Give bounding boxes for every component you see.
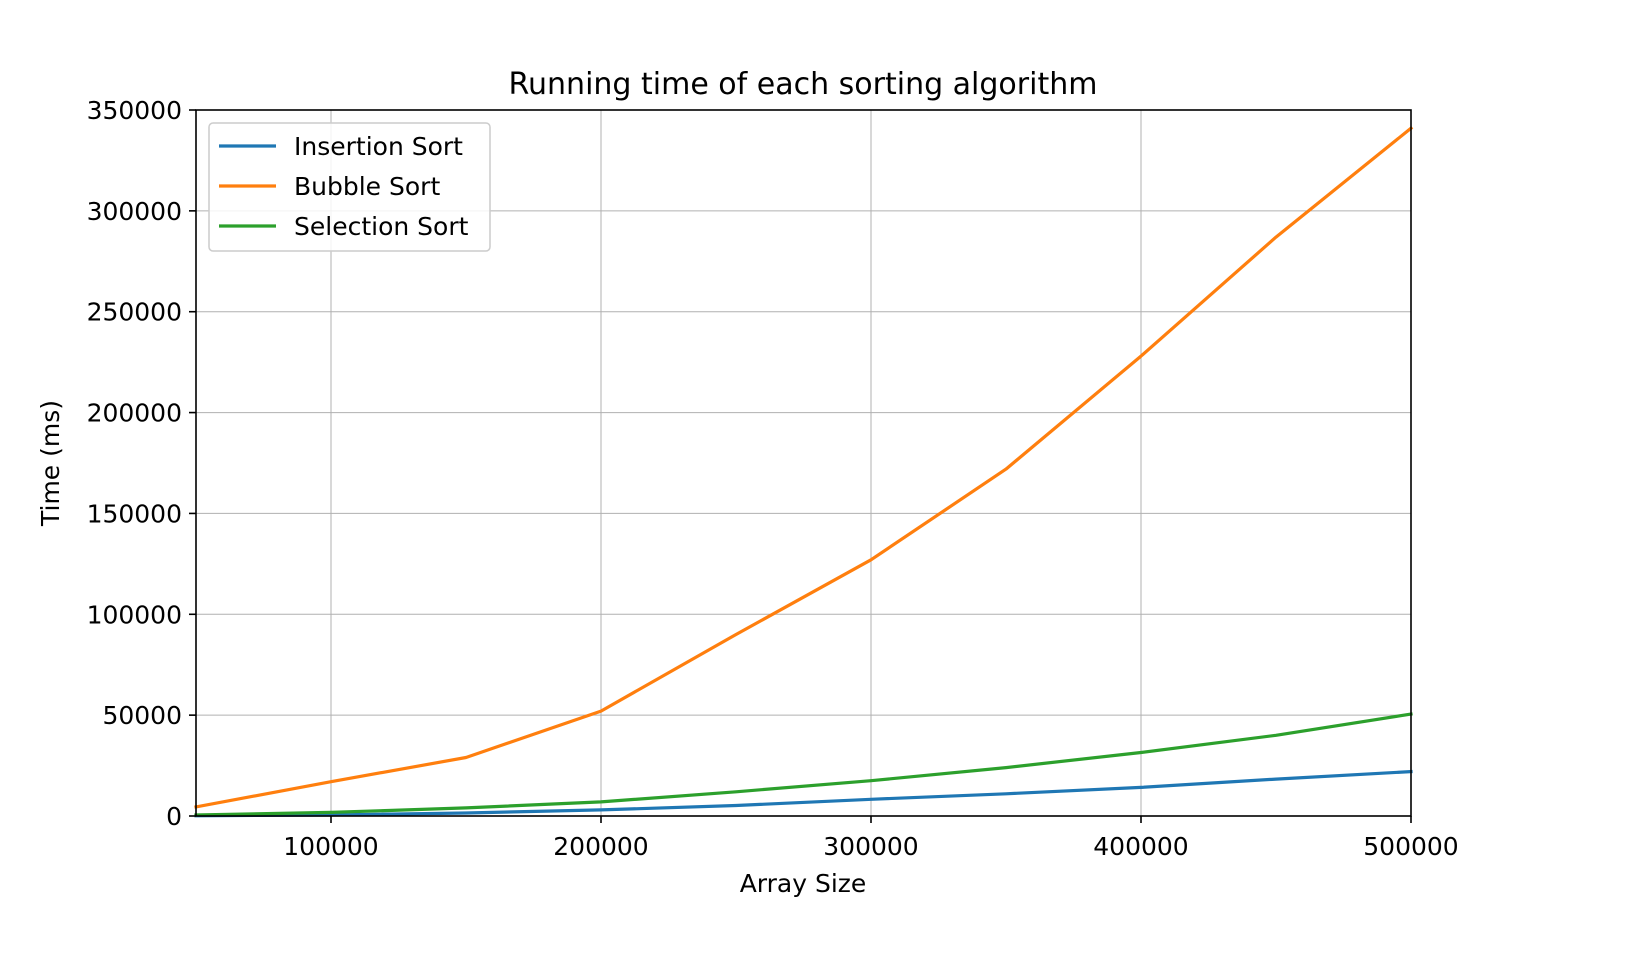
- y-tick-label: 150000: [87, 499, 182, 528]
- y-axis-label: Time (ms): [36, 400, 65, 527]
- legend-box: [208, 122, 491, 252]
- x-tick-label: 100000: [283, 832, 378, 861]
- x-tick-label: 500000: [1363, 832, 1458, 861]
- series-line-selection-sort: [194, 712, 1413, 817]
- plot-frame: [195, 109, 1412, 817]
- legend: Insertion Sort Bubble Sort Selection Sort: [208, 122, 491, 252]
- x-axis-label: Array Size: [740, 869, 867, 898]
- x-tick-label: 400000: [1093, 832, 1188, 861]
- x-axis: 100000 200000 300000 400000 500000: [283, 816, 1459, 861]
- legend-label: Selection Sort: [294, 212, 469, 241]
- y-tick-label: 50000: [102, 701, 182, 730]
- series-line-insertion-sort: [194, 769, 1413, 818]
- y-tick-label: 250000: [87, 298, 182, 327]
- legend-label: Insertion Sort: [294, 132, 463, 161]
- y-axis: 0 50000 100000 150000 200000 250000 300000 3500…: [87, 96, 196, 831]
- series-layer: [194, 125, 1414, 818]
- y-tick-label: 200000: [87, 399, 182, 428]
- series-line-bubble-sort: [194, 125, 1414, 809]
- x-tick-label: 200000: [553, 832, 648, 861]
- chart-title: Running time of each sorting algorithm: [509, 67, 1098, 102]
- y-tick-label: 100000: [87, 600, 182, 629]
- x-tick-label: 300000: [823, 832, 918, 861]
- y-tick-label: 300000: [87, 197, 182, 226]
- y-tick-label: 0: [166, 802, 182, 831]
- legend-label: Bubble Sort: [294, 172, 440, 201]
- y-tick-label: 350000: [87, 96, 182, 125]
